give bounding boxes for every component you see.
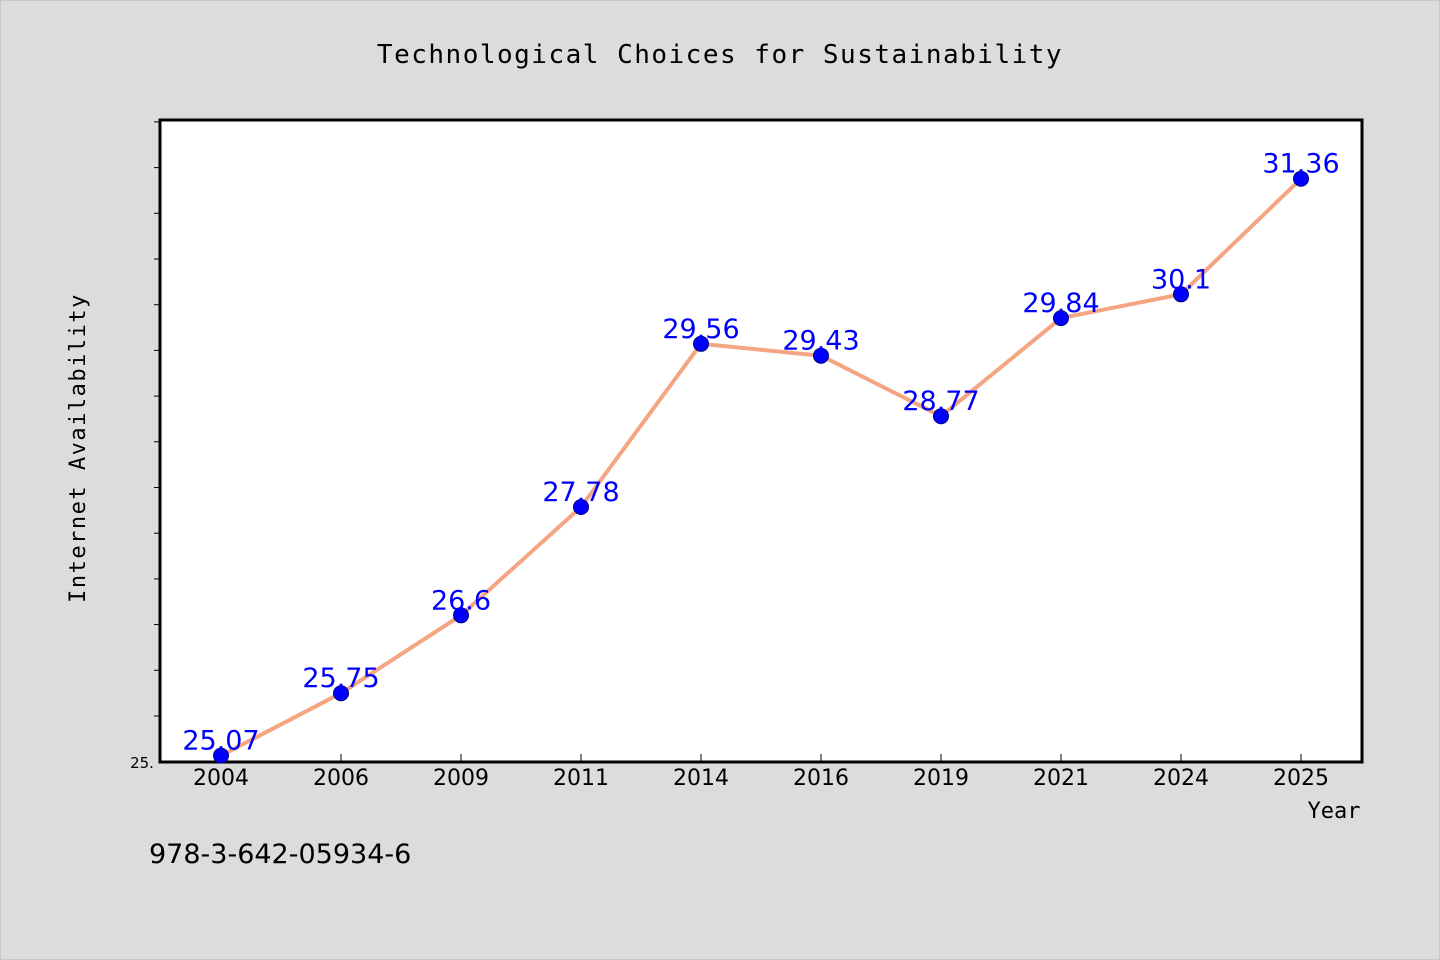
plot-area: [158, 118, 1364, 764]
data-labels: 25.07 25.75 26.6 27.78 29.56 29.43 28.77 29.84 3…: [182, 149, 1339, 757]
y-axis-label: Internet Availability: [66, 293, 91, 603]
data-label: 26.6: [431, 585, 491, 616]
data-label: 29.84: [1022, 288, 1099, 319]
x-tick-label: 2025: [1273, 766, 1329, 791]
x-tick-label: 2009: [433, 766, 489, 791]
data-label: 27.78: [542, 477, 619, 508]
x-tick-label: 2006: [313, 766, 369, 791]
data-point: [813, 347, 829, 364]
data-point: [933, 408, 949, 425]
x-tick-label: 2024: [1153, 766, 1209, 791]
x-tick-label: 2021: [1033, 766, 1089, 791]
x-axis-label: Year: [1308, 799, 1361, 824]
y-axis-ticks: [154, 121, 160, 717]
x-axis-tick-labels: 2004 2006 2009 2011 2014 2016 2019 2021 2024 2025: [193, 766, 1329, 791]
x-axis-ticks: [220, 754, 1302, 762]
isbn-text: 978-3-642-05934-6: [149, 839, 411, 870]
series-line: [219, 176, 1303, 758]
data-point: [333, 685, 349, 702]
chart-title: Technological Choices for Sustainability: [377, 40, 1063, 70]
x-tick-label: 2016: [793, 766, 849, 791]
x-tick-label: 2014: [673, 766, 729, 791]
data-label: 29.56: [662, 314, 739, 345]
data-label: 30.1: [1151, 264, 1211, 295]
data-label: 29.43: [782, 326, 859, 357]
x-tick-label: 2004: [193, 766, 249, 791]
y-axis-tick-label: 25.: [130, 754, 154, 772]
data-point: [1293, 170, 1309, 187]
x-tick-label: 2011: [553, 766, 609, 791]
series-markers: [213, 170, 1309, 764]
data-point: [1173, 286, 1189, 303]
x-tick-label: 2019: [913, 766, 969, 791]
data-point: [453, 607, 469, 624]
data-point: [1053, 310, 1069, 327]
data-point: [693, 335, 709, 352]
data-point: [213, 747, 229, 764]
data-point: [573, 499, 589, 515]
data-label: 28.77: [902, 386, 979, 417]
data-label: 31.36: [1262, 149, 1339, 180]
data-label: 25.07: [182, 726, 259, 757]
data-label: 25.75: [302, 663, 379, 694]
